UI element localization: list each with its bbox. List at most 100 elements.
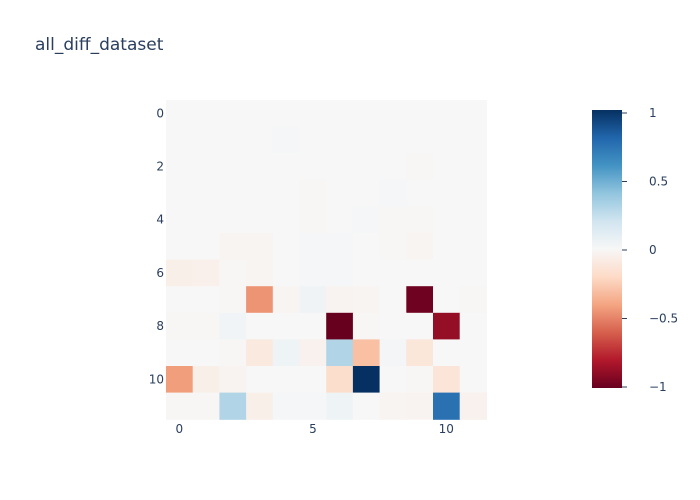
heatmap-cell — [166, 233, 194, 261]
heatmap-cell — [192, 366, 220, 394]
heatmap-cell — [166, 286, 194, 314]
heatmap-cell — [219, 392, 247, 420]
y-tick-label: 8 — [156, 319, 164, 333]
colorbar-tick-label: −0.5 — [649, 312, 678, 326]
colorbar-tick-label: 1 — [649, 106, 657, 120]
heatmap-cell — [406, 339, 434, 367]
heatmap-cell — [246, 100, 274, 128]
heatmap-cell — [192, 259, 220, 287]
heatmap-cell — [299, 312, 327, 340]
colorbar-tick-label: −1 — [649, 380, 667, 394]
heatmap-cell — [219, 179, 247, 207]
heatmap-cell — [326, 339, 354, 367]
heatmap-cell — [192, 126, 220, 154]
heatmap-cell — [166, 206, 194, 234]
heatmap-cell — [459, 259, 487, 287]
heatmap-cell — [192, 312, 220, 340]
colorbar-tick-label: 0.5 — [649, 175, 668, 189]
heatmap-cell — [406, 366, 434, 394]
heatmap-cell — [219, 100, 247, 128]
heatmap-cell — [192, 153, 220, 181]
heatmap-cell — [459, 392, 487, 420]
heatmap-cell — [352, 286, 381, 314]
heatmap-cell — [272, 179, 301, 207]
heatmap-cell — [272, 312, 301, 340]
heatmap-cell — [272, 366, 301, 394]
y-tick-label: 6 — [156, 266, 164, 280]
heatmap-cell — [272, 392, 301, 420]
heatmap-cell — [459, 100, 487, 128]
heatmap-cell — [459, 312, 487, 340]
heatmap-cell — [166, 339, 194, 367]
heatmap-cell — [433, 392, 461, 420]
heatmap-cell — [433, 206, 461, 234]
heatmap-cell — [459, 179, 487, 207]
heatmap-cell — [433, 366, 461, 394]
heatmap-cell — [272, 286, 301, 314]
x-tick-label: 0 — [175, 422, 183, 436]
heatmap-cell — [459, 233, 487, 261]
heatmap-cell — [219, 153, 247, 181]
heatmap-cell — [352, 233, 381, 261]
heatmap-cell — [326, 100, 354, 128]
heatmap-cell — [433, 153, 461, 181]
heatmap-cell — [299, 126, 327, 154]
heatmap-cell — [166, 153, 194, 181]
heatmap-cell — [352, 100, 381, 128]
heatmap-cell — [406, 233, 434, 261]
heatmap-cell — [272, 206, 301, 234]
heatmap-cell — [379, 100, 407, 128]
heatmap-cell — [406, 312, 434, 340]
heatmap-cell — [406, 392, 434, 420]
heatmap-cell — [379, 259, 407, 287]
heatmap-cell — [192, 206, 220, 234]
heatmap-cell — [246, 206, 274, 234]
heatmap-cell — [352, 392, 381, 420]
heatmap-cell — [219, 259, 247, 287]
heatmap-cell — [379, 392, 407, 420]
heatmap-cell — [326, 126, 354, 154]
heatmap-cell — [192, 286, 220, 314]
heatmap-cell — [352, 179, 381, 207]
heatmap-cell — [406, 100, 434, 128]
heatmap-cell — [299, 153, 327, 181]
heatmap-cell — [379, 233, 407, 261]
y-tick-label: 10 — [149, 372, 164, 386]
heatmap-cell — [352, 126, 381, 154]
heatmap-cell — [299, 339, 327, 367]
heatmap-cell — [379, 286, 407, 314]
y-tick-label: 4 — [156, 213, 164, 227]
heatmap-cell — [459, 153, 487, 181]
heatmap-cells — [166, 100, 487, 420]
heatmap-cell — [326, 233, 354, 261]
heatmap-cell — [299, 179, 327, 207]
heatmap-cell — [379, 206, 407, 234]
heatmap-cell — [379, 179, 407, 207]
heatmap-cell — [272, 153, 301, 181]
heatmap-cell — [272, 259, 301, 287]
heatmap-cell — [246, 259, 274, 287]
heatmap-cell — [459, 286, 487, 314]
heatmap-cell — [299, 392, 327, 420]
heatmap-cell — [166, 312, 194, 340]
heatmap-cell — [246, 392, 274, 420]
heatmap-cell — [299, 366, 327, 394]
heatmap-cell — [166, 366, 194, 394]
heatmap-cell — [326, 392, 354, 420]
heatmap-cell — [406, 259, 434, 287]
heatmap-cell — [246, 312, 274, 340]
x-axis-ticks: 0 5 10 — [175, 422, 453, 436]
x-tick-label: 5 — [309, 422, 317, 436]
heatmap-cell — [246, 286, 274, 314]
heatmap-cell — [379, 126, 407, 154]
y-tick-label: 0 — [156, 106, 164, 120]
heatmap-cell — [219, 126, 247, 154]
heatmap-cell — [352, 259, 381, 287]
heatmap-cell — [192, 339, 220, 367]
heatmap-cell — [379, 153, 407, 181]
colorbar — [592, 110, 622, 388]
heatmap-cell — [406, 286, 434, 314]
heatmap-cell — [192, 392, 220, 420]
y-axis-ticks: 0 2 4 6 8 10 — [149, 106, 164, 386]
heatmap-cell — [272, 126, 301, 154]
